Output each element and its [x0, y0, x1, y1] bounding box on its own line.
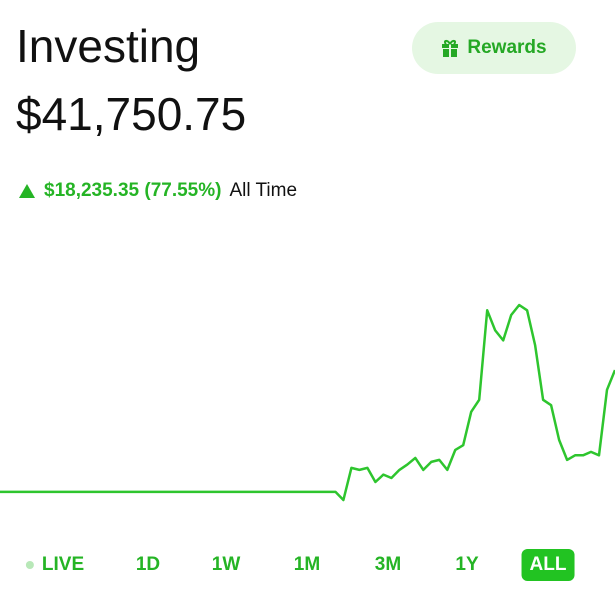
- range-label: 3M: [374, 554, 402, 575]
- range-button[interactable]: ALL: [521, 549, 575, 581]
- range-button[interactable]: LIVE: [18, 549, 92, 581]
- chart: [0, 303, 615, 502]
- up-arrow: [19, 184, 35, 198]
- range-label: 1W: [211, 554, 241, 575]
- range-selector: LIVE 1D 1W 1M 3M 1Y ALL: [0, 545, 615, 585]
- rewards-label: Rewards: [467, 37, 547, 58]
- portfolio-value: $41,750.75: [16, 88, 247, 140]
- range-label: 1Y: [455, 554, 479, 575]
- range-button[interactable]: 3M: [367, 549, 409, 581]
- range-label: 1D: [135, 554, 161, 575]
- range-button[interactable]: 1W: [204, 549, 249, 581]
- rewards-button[interactable]: Rewards: [412, 22, 576, 74]
- page-title: Investing: [16, 20, 201, 72]
- range-label: LIVE: [41, 554, 85, 575]
- change-amount: $18,235.35 (77.55%): [44, 180, 222, 201]
- change-row: $18,235.35 (77.55%) All Time: [18, 180, 297, 202]
- price-line: [0, 303, 615, 502]
- gift-icon: [442, 40, 459, 57]
- range-button[interactable]: 1M: [286, 549, 328, 581]
- range-button[interactable]: 1D: [128, 549, 168, 581]
- range-label: ALL: [529, 554, 567, 575]
- range-label: 1M: [293, 554, 321, 575]
- change-period: All Time: [229, 180, 298, 201]
- range-button[interactable]: 1Y: [447, 549, 486, 581]
- live-dot: [25, 561, 34, 569]
